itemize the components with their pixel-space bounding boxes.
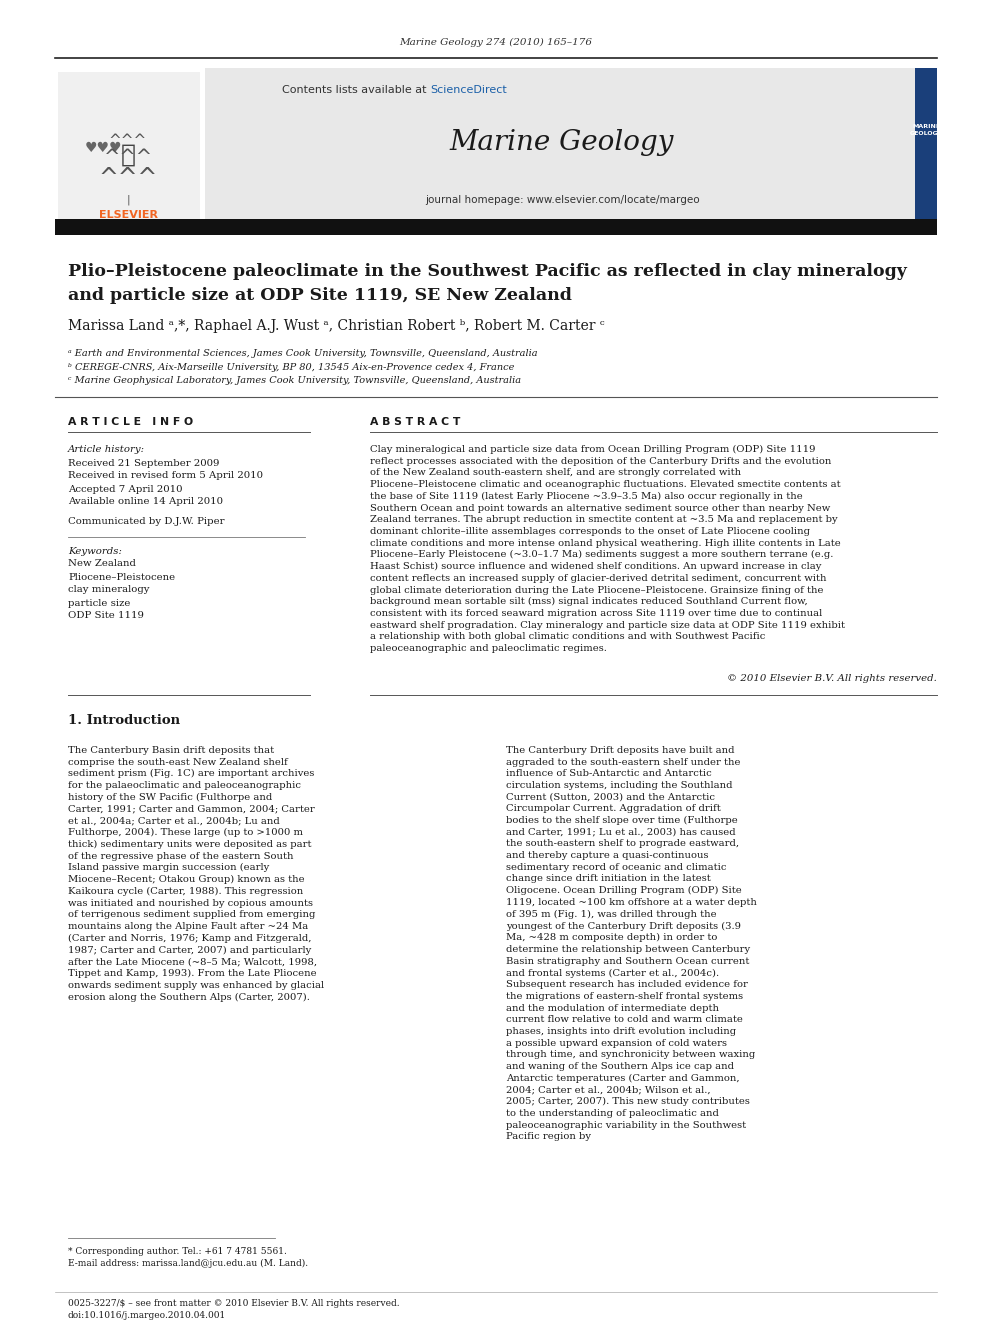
Bar	[205, 67, 915, 228]
Text: 0025-3227/$ – see front matter © 2010 Elsevier B.V. All rights reserved.: 0025-3227/$ – see front matter © 2010 El…	[68, 1299, 400, 1308]
Text: Keywords:: Keywords:	[68, 546, 122, 556]
Text: ^^^: ^^^	[109, 132, 147, 147]
Text: ELSEVIER: ELSEVIER	[98, 210, 158, 220]
Text: * Corresponding author. Tel.: +61 7 4781 5561.: * Corresponding author. Tel.: +61 7 4781…	[68, 1246, 287, 1256]
Text: Communicated by D.J.W. Piper: Communicated by D.J.W. Piper	[68, 517, 224, 527]
Text: particle size: particle size	[68, 598, 130, 607]
Bar	[55, 67, 205, 228]
Bar	[55, 220, 937, 235]
Text: ᵃ Earth and Environmental Sciences, James Cook University, Townsville, Queenslan: ᵃ Earth and Environmental Sciences, Jame…	[68, 349, 538, 359]
Text: Plio–Pleistocene paleoclimate in the Southwest Pacific as reflected in clay mine: Plio–Pleistocene paleoclimate in the Sou…	[68, 263, 907, 280]
Text: ♥♥♥: ♥♥♥	[84, 142, 122, 155]
Text: Received in revised form 5 April 2010: Received in revised form 5 April 2010	[68, 471, 263, 480]
Text: ☘: ☘	[120, 143, 136, 167]
Text: Accepted 7 April 2010: Accepted 7 April 2010	[68, 484, 183, 493]
Text: 1. Introduction: 1. Introduction	[68, 713, 181, 726]
Text: MARINE
GEOLOGY: MARINE GEOLOGY	[910, 124, 942, 135]
Text: journal homepage: www.elsevier.com/locate/margeo: journal homepage: www.elsevier.com/locat…	[425, 194, 699, 205]
Text: ^^^: ^^^	[98, 165, 158, 191]
Text: Article history:: Article history:	[68, 446, 145, 455]
Text: Marissa Land ᵃ,*, Raphael A.J. Wust ᵃ, Christian Robert ᵇ, Robert M. Carter ᶜ: Marissa Land ᵃ,*, Raphael A.J. Wust ᵃ, C…	[68, 319, 605, 333]
Text: © 2010 Elsevier B.V. All rights reserved.: © 2010 Elsevier B.V. All rights reserved…	[727, 673, 937, 683]
Text: Clay mineralogical and particle size data from Ocean Drilling Program (ODP) Site: Clay mineralogical and particle size dat…	[370, 445, 845, 654]
Text: ODP Site 1119: ODP Site 1119	[68, 611, 144, 620]
Text: doi:10.1016/j.margeo.2010.04.001: doi:10.1016/j.margeo.2010.04.001	[68, 1311, 226, 1319]
Text: ScienceDirect: ScienceDirect	[430, 85, 507, 95]
Text: Marine Geology: Marine Geology	[449, 130, 675, 156]
Text: The Canterbury Basin drift deposits that
comprise the south-east New Zealand she: The Canterbury Basin drift deposits that…	[68, 746, 324, 1002]
Text: clay mineralogy: clay mineralogy	[68, 586, 150, 594]
Text: ^^^: ^^^	[103, 148, 153, 168]
Text: and particle size at ODP Site 1119, SE New Zealand: and particle size at ODP Site 1119, SE N…	[68, 287, 571, 303]
Text: Contents lists available at: Contents lists available at	[282, 85, 430, 95]
Text: New Zealand: New Zealand	[68, 560, 136, 569]
Text: ᶜ Marine Geophysical Laboratory, James Cook University, Townsville, Queensland, : ᶜ Marine Geophysical Laboratory, James C…	[68, 376, 521, 385]
Text: E-mail address: marissa.land@jcu.edu.au (M. Land).: E-mail address: marissa.land@jcu.edu.au …	[68, 1258, 309, 1267]
Text: The Canterbury Drift deposits have built and
aggraded to the south-eastern shelf: The Canterbury Drift deposits have built…	[506, 746, 757, 1142]
Text: A R T I C L E   I N F O: A R T I C L E I N F O	[68, 417, 193, 427]
Text: Received 21 September 2009: Received 21 September 2009	[68, 459, 219, 467]
Text: |: |	[126, 194, 130, 205]
Text: Available online 14 April 2010: Available online 14 April 2010	[68, 497, 223, 507]
Text: Marine Geology 274 (2010) 165–176: Marine Geology 274 (2010) 165–176	[400, 37, 592, 46]
Bar	[915, 67, 937, 228]
Bar	[58, 71, 200, 225]
Text: A B S T R A C T: A B S T R A C T	[370, 417, 460, 427]
Text: Pliocene–Pleistocene: Pliocene–Pleistocene	[68, 573, 176, 582]
Text: ᵇ CEREGE-CNRS, Aix-Marseille University, BP 80, 13545 Aix-en-Provence cedex 4, F: ᵇ CEREGE-CNRS, Aix-Marseille University,…	[68, 363, 515, 372]
